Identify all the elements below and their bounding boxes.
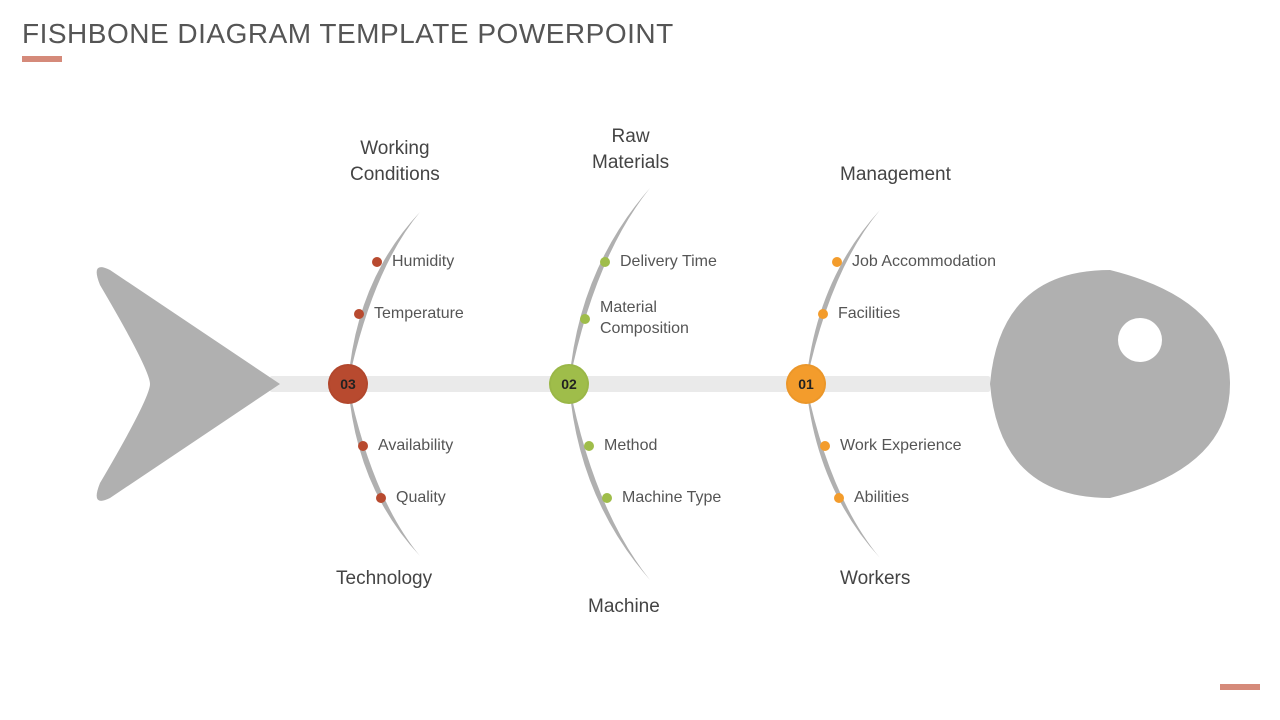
cause-text: Temperature (374, 304, 464, 325)
cause-item: Machine Type (602, 488, 721, 509)
slide-title: FISHBONE DIAGRAM TEMPLATE POWERPOINT (22, 18, 674, 50)
cause-text: MaterialComposition (600, 298, 689, 340)
rib-badge: 01 (786, 364, 826, 404)
bullet-dot (600, 257, 610, 267)
bullet-dot (372, 257, 382, 267)
category-label: Machine (588, 594, 660, 620)
cause-item: Delivery Time (600, 252, 717, 273)
bullet-dot (834, 493, 844, 503)
rib-badge: 02 (549, 364, 589, 404)
cause-text: Delivery Time (620, 252, 717, 273)
cause-item: Method (584, 436, 657, 457)
category-label: Management (840, 162, 951, 188)
cause-item: Quality (376, 488, 446, 509)
bullet-dot (820, 441, 830, 451)
cause-item: MaterialComposition (580, 298, 689, 340)
cause-text: Job Accommodation (852, 252, 996, 273)
category-label: WorkingConditions (350, 136, 440, 187)
cause-item: Facilities (818, 304, 900, 325)
cause-text: Humidity (392, 252, 454, 273)
fishbone-diagram: 01 02 03 WorkingConditions RawMaterials Manag… (0, 100, 1280, 660)
cause-item: Work Experience (820, 436, 962, 457)
category-label: RawMaterials (592, 124, 669, 175)
cause-item: Availability (358, 436, 453, 457)
cause-item: Abilities (834, 488, 909, 509)
cause-text: Abilities (854, 488, 909, 509)
rib-badge: 03 (328, 364, 368, 404)
category-label: Technology (336, 566, 432, 592)
bullet-dot (584, 441, 594, 451)
cause-text: Work Experience (840, 436, 962, 457)
bullet-dot (580, 314, 590, 324)
accent-bar-bottom-right (1220, 684, 1260, 690)
accent-bar (22, 56, 62, 62)
cause-text: Facilities (838, 304, 900, 325)
bullet-dot (818, 309, 828, 319)
cause-item: Humidity (372, 252, 454, 273)
cause-text: Machine Type (622, 488, 721, 509)
slide: FISHBONE DIAGRAM TEMPLATE POWERPOINT 010… (0, 0, 1280, 720)
cause-text: Quality (396, 488, 446, 509)
bullet-dot (358, 441, 368, 451)
bullet-dot (376, 493, 386, 503)
bullet-dot (602, 493, 612, 503)
category-label: Workers (840, 566, 910, 592)
fish-svg (0, 100, 1280, 660)
bullet-dot (832, 257, 842, 267)
cause-item: Temperature (354, 304, 464, 325)
cause-text: Availability (378, 436, 453, 457)
cause-item: Job Accommodation (832, 252, 996, 273)
bullet-dot (354, 309, 364, 319)
cause-text: Method (604, 436, 657, 457)
